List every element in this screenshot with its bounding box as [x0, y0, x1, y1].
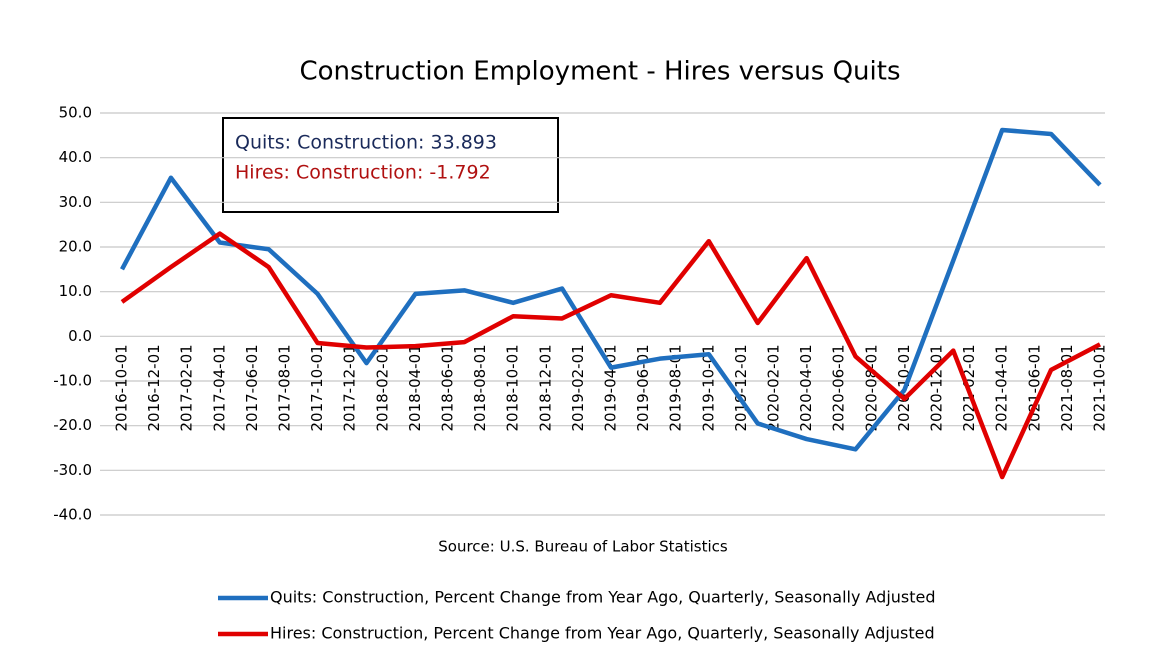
annotation: Quits: Construction: 33.893: [235, 132, 497, 154]
chart-title: Construction Employment - Hires versus Q…: [299, 57, 900, 87]
x-tick-label: 2019-08-01: [667, 344, 685, 431]
x-tick-label: 2017-06-01: [243, 344, 261, 431]
y-tick-label: 50.0: [59, 104, 92, 122]
y-tick-label: 40.0: [59, 148, 92, 166]
x-tick-label: 2018-10-01: [504, 344, 522, 431]
x-tick-label: 2021-04-01: [993, 344, 1011, 431]
x-tick-label: 2018-12-01: [536, 344, 554, 431]
x-tick-label: 2019-02-01: [569, 344, 587, 431]
legend-label: Quits: Construction, Percent Change from…: [270, 588, 936, 607]
y-tick-label: 10.0: [59, 282, 92, 300]
x-tick-label: 2021-06-01: [1025, 344, 1043, 431]
legend-label: Hires: Construction, Percent Change from…: [270, 624, 935, 643]
y-tick-label: 0.0: [68, 327, 92, 345]
annotation: Hires: Construction: -1.792: [235, 162, 491, 184]
y-tick-label: -30.0: [53, 461, 92, 479]
x-tick-label: 2017-04-01: [210, 344, 228, 431]
series-line: [120, 231, 1102, 480]
x-tick-label: 2017-08-01: [276, 344, 294, 431]
x-tick-label: 2017-02-01: [178, 344, 196, 431]
x-tick-label: 2019-10-01: [699, 344, 717, 431]
x-tick-label: 2017-12-01: [341, 344, 359, 431]
y-tick-label: -40.0: [53, 506, 92, 524]
x-tick-label: 2020-04-01: [797, 344, 815, 431]
x-tick-label: 2018-08-01: [471, 344, 489, 431]
series-line: [120, 127, 1102, 452]
source: Source: U.S. Bureau of Labor Statistics: [438, 538, 728, 556]
annotation-box: [222, 117, 559, 213]
y-tick-label: 20.0: [59, 238, 92, 256]
y-tick-label: -20.0: [53, 416, 92, 434]
x-tick-label: 2020-12-01: [928, 344, 946, 431]
x-tick-label: 2018-02-01: [373, 344, 391, 431]
x-tick-label: 2019-06-01: [634, 344, 652, 431]
x-tick-label: 2021-10-01: [1091, 344, 1109, 431]
x-tick-label: 2018-04-01: [406, 344, 424, 431]
y-tick-label: 30.0: [59, 193, 92, 211]
x-tick-label: 2016-12-01: [145, 344, 163, 431]
x-tick-label: 2018-06-01: [439, 344, 457, 431]
x-tick-label: 2020-02-01: [765, 344, 783, 431]
x-tick-label: 2016-10-01: [113, 344, 131, 431]
x-tick-label: 2020-06-01: [830, 344, 848, 431]
x-tick-label: 2017-10-01: [308, 344, 326, 431]
y-tick-label: -10.0: [53, 372, 92, 390]
x-tick-label: 2020-08-01: [862, 344, 880, 431]
